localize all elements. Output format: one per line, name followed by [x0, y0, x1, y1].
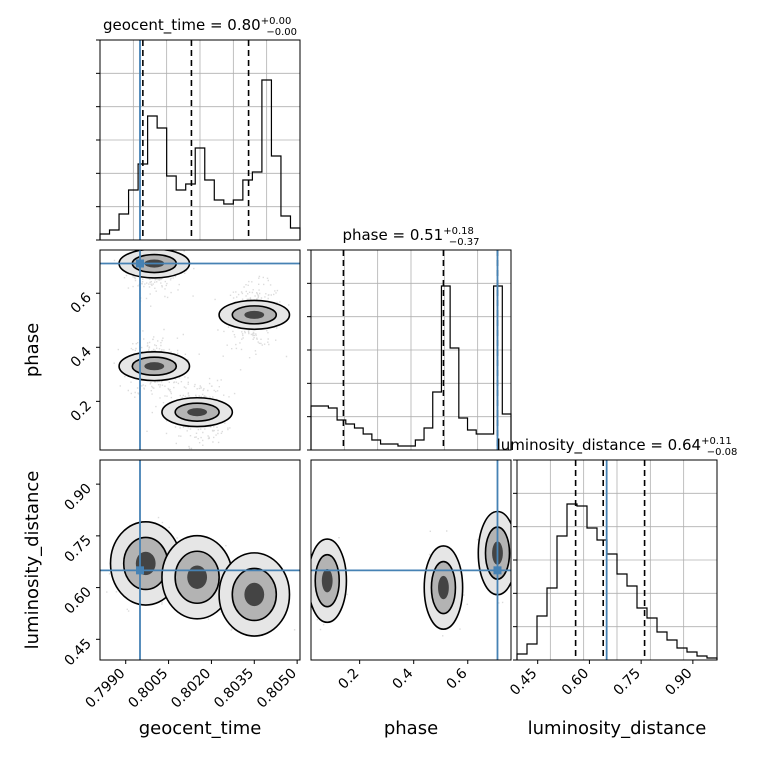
panel-frame	[310, 459, 512, 661]
contour-inner	[131, 356, 178, 377]
density-core	[144, 362, 165, 371]
histogram-phase	[310, 285, 512, 450]
y-tick-label: 0.2	[68, 398, 95, 425]
panel-frame	[99, 249, 301, 451]
x-axis-label-luminosity_distance: luminosity_distance	[528, 718, 707, 739]
x-tick-label: 0.90	[662, 666, 695, 699]
y-tick-label: 0.6	[68, 290, 95, 317]
scatter-panel-luminosity_distance-vs-geocent_time	[99, 459, 301, 661]
contour-outer	[218, 552, 291, 637]
histogram-geocent_time	[99, 79, 301, 240]
foreground-layer: geocent_time = 0.80+0.00 −0.00 phase = 0.5…	[22, 16, 737, 739]
x-tick-label: 0.60	[559, 666, 592, 699]
panel-title-luminosity_distance: luminosity_distance = 0.64+0.11 −0.08	[497, 436, 738, 458]
x-tick-label: 0.8005	[125, 666, 171, 712]
scatter-panel-phase-vs-geocent_time	[99, 249, 301, 451]
histogram-luminosity_distance	[516, 503, 718, 660]
contour-inner	[314, 553, 341, 608]
x-axis-label-geocent_time: geocent_time	[139, 718, 262, 739]
contour-outer	[423, 545, 464, 630]
panel-frame	[99, 39, 301, 241]
hist-panel-luminosity_distance: luminosity_distance = 0.64+0.11 −0.08	[497, 436, 738, 661]
contour-inner	[231, 567, 278, 622]
y-axis-label-luminosity_distance: luminosity_distance	[22, 471, 43, 650]
x-tick-label: 0.2	[335, 666, 362, 693]
truth-marker	[493, 566, 502, 575]
density-core	[244, 582, 265, 607]
density-core	[244, 310, 265, 319]
x-tick-label: 0.8035	[211, 666, 257, 712]
panel-frame	[99, 459, 301, 661]
x-tick-label: 0.8020	[168, 666, 214, 712]
density-core	[438, 575, 449, 600]
y-tick-label: 0.45	[61, 636, 94, 669]
x-tick-label: 0.7990	[83, 666, 129, 712]
x-tick-label: 0.6	[444, 665, 471, 692]
hist-panel-phase: phase = 0.51+0.18 −0.37	[307, 226, 512, 451]
contour-inner	[174, 550, 220, 605]
density-core	[187, 408, 208, 417]
contour-outer	[118, 351, 191, 382]
panel-frame	[310, 249, 512, 451]
panel-content	[311, 460, 511, 660]
density-core	[187, 565, 208, 589]
contour-inner	[430, 560, 457, 615]
density-core	[321, 568, 333, 593]
panel-content	[100, 460, 300, 660]
y-tick-label: 0.90	[61, 481, 94, 514]
x-tick-label: 0.4	[389, 665, 416, 692]
x-tick-label: 0.45	[507, 666, 540, 699]
panel-content	[100, 250, 300, 450]
panel-title-geocent_time: geocent_time = 0.80+0.00 −0.00	[103, 16, 297, 38]
y-tick-label: 0.4	[68, 344, 95, 371]
y-tick-label: 0.75	[61, 532, 94, 565]
panel-frame	[516, 459, 718, 661]
truth-marker	[136, 259, 144, 268]
x-axis-label-phase: phase	[384, 718, 438, 739]
contour-outer	[161, 396, 234, 428]
y-tick-label: 0.60	[61, 584, 94, 617]
contour-outer	[311, 538, 348, 624]
panel-title-phase: phase = 0.51+0.18 −0.37	[342, 226, 479, 248]
hist-panel-geocent_time: geocent_time = 0.80+0.00 −0.00	[96, 16, 301, 241]
x-tick-label: 0.75	[611, 666, 644, 699]
x-tick-label: 0.8050	[254, 666, 300, 712]
contour-inner	[231, 305, 278, 325]
scatter-panel-luminosity_distance-vs-phase	[310, 459, 512, 661]
contour-inner	[174, 402, 220, 422]
truth-marker	[136, 566, 144, 575]
contour-outer	[218, 299, 291, 331]
y-axis-label-phase: phase	[22, 323, 43, 377]
